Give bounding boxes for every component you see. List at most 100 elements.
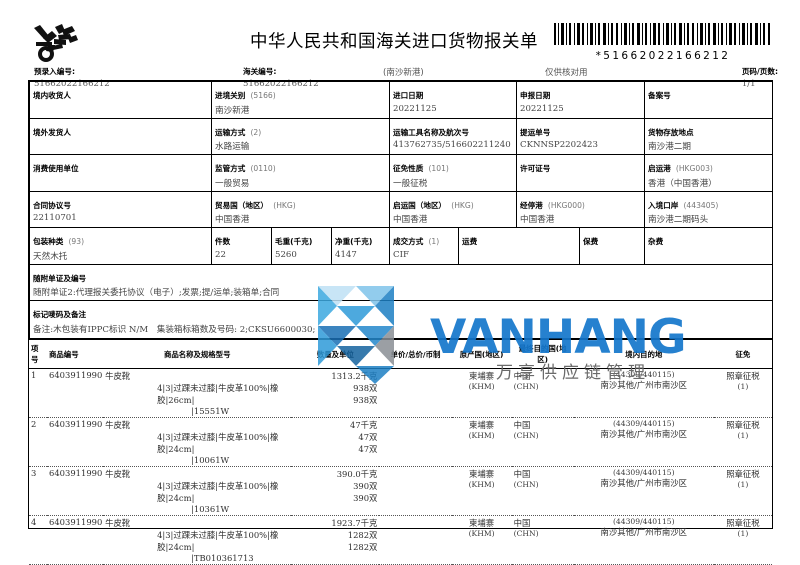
- pieces-label: 件数: [215, 237, 231, 246]
- cell-final-dest: 中国 (CHN): [511, 417, 574, 467]
- entry-customs-value: 南沙新港: [215, 105, 250, 116]
- col-header-origin: 原产国(地区): [451, 339, 512, 369]
- field-levy: 征免性质 (101) 一般征税: [389, 154, 517, 192]
- cell-origin: 柬埔寨 (KHM): [451, 466, 512, 516]
- cell-domestic-dest: (44309/440115) 南沙其他/广州市南沙区: [573, 417, 714, 467]
- goods-body: 1 6403911990 牛皮靴 4|3|过踝未过膝|牛皮革100%|橡胶|26cm|…: [29, 368, 772, 565]
- cell-final-dest: 中国 (CHN): [511, 368, 574, 418]
- levy-code: (101): [428, 164, 449, 173]
- col-header-domestic-dest: 境内目的地: [573, 339, 714, 369]
- entry-port-value: 南沙港二期码头: [648, 215, 709, 225]
- entry-port-code: (443405): [683, 200, 719, 210]
- bill-no-label: 提运单号: [520, 127, 551, 137]
- other-charges-label: 杂费: [648, 237, 664, 246]
- consumer-label: 消费使用单位: [33, 164, 79, 173]
- barcode-number: *51662022166212: [595, 50, 731, 62]
- customs-emblem-icon: [28, 22, 86, 62]
- supervision-value: 一般贸易: [215, 178, 250, 189]
- cell-origin: 柬埔寨 (KHM): [451, 515, 512, 565]
- levy-value: 一般征税: [393, 178, 428, 189]
- supervision-label: 监管方式: [215, 164, 246, 173]
- field-attached-docs: 随附单证及编号 随附单证2:代理报关委托协议（电子）;发票;提/运单;装箱单;合…: [29, 263, 773, 301]
- contract-label: 合同协议号: [33, 200, 71, 210]
- field-entry-customs: 进境关别 (5166) 南沙新港: [211, 81, 390, 119]
- cell-domestic-dest: (44309/440115) 南沙其他/广州市南沙区: [573, 515, 714, 565]
- info-row-2: 境外发货人 运输方式 (2) 水路运输 运输工具名称及航次号 413762735…: [29, 117, 773, 155]
- goods-header-row: 项号 商品编号 商品名称及规格型号 数量及单位 单价/总价/币制 原产国(地区)…: [29, 339, 772, 369]
- field-vessel: 运输工具名称及航次号 413762735/516602211240: [389, 117, 517, 155]
- gross-weight-label: 毛重(千克): [275, 237, 313, 246]
- license-label: 许可证号: [520, 164, 551, 173]
- field-entry-port: 入境口岸 (443405) 南沙港二期码头: [644, 190, 773, 228]
- transport-mode-label: 运输方式: [215, 127, 246, 137]
- trade-country-label: 贸易国（地区）: [215, 200, 269, 210]
- trade-terms-code: (1): [428, 237, 440, 246]
- cell-item-no: 2: [29, 417, 48, 467]
- package-type-value: 天然木托: [33, 251, 68, 262]
- cell-hs-code: 6403911990: [47, 417, 104, 467]
- cell-name-spec: 牛皮靴 4|3|过踝未过膝|牛皮革100%|橡胶|24cm| |10361W: [103, 466, 292, 516]
- last-port-code: (HKG000): [547, 200, 585, 210]
- cell-hs-code: 6403911990: [47, 466, 104, 516]
- field-consignor: 境外发货人: [29, 117, 212, 155]
- cell-price: [379, 466, 452, 516]
- field-import-date: 进口日期 20221125: [389, 81, 517, 119]
- page-title: 中华人民共和国海关进口货物报关单: [250, 32, 538, 52]
- gross-weight-value: 5260: [275, 249, 297, 260]
- field-transport-mode: 运输方式 (2) 水路运输: [211, 117, 390, 155]
- cell-duty: 照章征税 (1): [713, 466, 772, 516]
- cell-name-spec: 牛皮靴 4|3|过踝未过膝|牛皮革100%|橡胶|24cm| |10061W: [103, 417, 292, 467]
- cell-hs-code: 6403911990: [47, 368, 104, 418]
- table-row: 2 6403911990 牛皮靴 4|3|过踝未过膝|牛皮革100%|橡胶|24cm|…: [29, 417, 772, 467]
- cell-item-no: 4: [29, 515, 48, 565]
- cell-duty: 照章征税 (1): [713, 417, 772, 467]
- net-weight-value: 4147: [335, 249, 357, 260]
- field-pieces: 件数 22: [211, 227, 272, 265]
- cell-item-no: 3: [29, 466, 48, 516]
- col-header-price: 单价/总价/币制: [379, 339, 452, 369]
- cell-qty-unit: 390.0千克 390双 390双: [291, 466, 380, 516]
- consignor-label: 境外发货人: [33, 127, 71, 137]
- page-label: 页码/页数:: [741, 67, 778, 76]
- last-port-value: 中国香港: [520, 215, 555, 225]
- attached-docs-label: 随附单证及编号: [33, 273, 87, 283]
- pre-entry-row: 预录入编号: 51662022166212 海关编号: 516620221662…: [0, 64, 800, 89]
- field-bill-no: 提运单号 CKNNSP2202423: [516, 117, 645, 155]
- cell-qty-unit: 1313.2千克 938双 938双: [291, 368, 380, 418]
- package-type-code: (93): [68, 237, 85, 246]
- package-type-label: 包装种类: [33, 237, 64, 246]
- col-header-name-spec: 商品名称及规格型号: [103, 339, 292, 369]
- departure-port-value: 香港（中国香港）: [648, 178, 717, 189]
- cell-hs-code: 6403911990: [47, 515, 104, 565]
- field-depart-country: 启运国（地区） (HKG) 中国香港: [389, 190, 517, 228]
- cell-final-dest: 中国 (CHN): [511, 515, 574, 565]
- info-row-1: 境内收货人 进境关别 (5166) 南沙新港 进口日期 20221125 申报日…: [29, 81, 773, 119]
- field-marks-remarks: 标记唛码及备注 备注:木包装有IPPC标识 N/M 集装箱标箱数及号码: 2;C…: [29, 300, 773, 339]
- cell-qty-unit: 47千克 47双 47双: [291, 417, 380, 467]
- levy-label: 征免性质: [393, 164, 424, 173]
- trade-terms-label: 成交方式: [393, 237, 424, 246]
- storage-label: 货物存放地点: [648, 127, 694, 137]
- field-last-port: 经停港 (HKG000) 中国香港: [516, 190, 645, 228]
- header-info-grid: 境内收货人 进境关别 (5166) 南沙新港 进口日期 20221125 申报日…: [29, 81, 773, 339]
- marks-remarks-label: 标记唛码及备注: [33, 310, 87, 319]
- departure-port-code: (HKG003): [675, 164, 713, 173]
- freight-label: 运费: [462, 237, 478, 246]
- departure-port-label: 启运港: [648, 164, 671, 173]
- record-no-label: 备案号: [648, 91, 671, 100]
- cell-name-spec: 牛皮靴 4|3|过踝未过膝|牛皮革100%|橡胶|26cm| |15551W: [103, 368, 292, 418]
- field-freight: 运费: [458, 227, 580, 265]
- cell-domestic-dest: (44309/440115) 南沙其他/广州市南沙区: [573, 466, 714, 516]
- bill-no-value: CKNNSP2202423: [520, 140, 598, 150]
- supervision-code: (0110): [250, 164, 276, 173]
- info-row-4: 合同协议号 22110701 贸易国（地区） (HKG) 中国香港 启运国（地区…: [29, 190, 773, 228]
- cell-price: [379, 417, 452, 467]
- entry-customs-code: (5166): [250, 91, 276, 100]
- import-date-value: 20221125: [393, 103, 437, 114]
- info-row-3: 消费使用单位 监管方式 (0110) 一般贸易 征免性质 (101) 一般征税 …: [29, 154, 773, 192]
- entry-customs-label: 进境关别: [215, 91, 246, 100]
- field-storage: 货物存放地点 南沙港二期: [644, 117, 773, 155]
- insurance-label: 保费: [583, 237, 599, 246]
- col-header-qty-unit: 数量及单位: [291, 339, 380, 369]
